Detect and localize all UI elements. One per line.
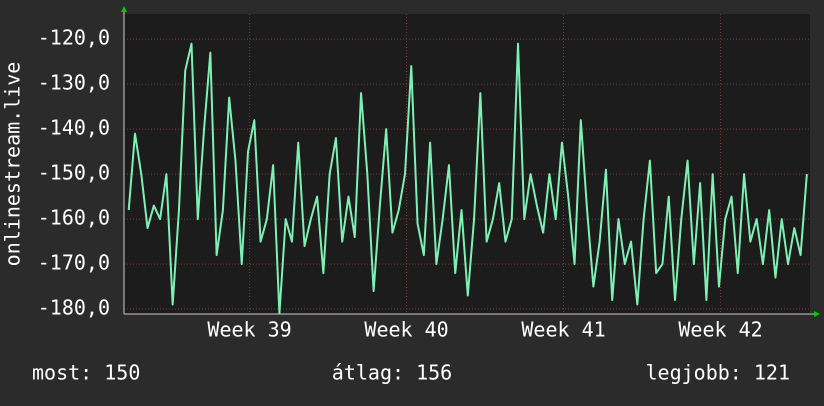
y-tick-label: -180,0 bbox=[38, 296, 110, 320]
y-tick-label: -130,0 bbox=[38, 71, 110, 95]
x-tick-label: Week 39 bbox=[207, 318, 291, 342]
y-tick-label: -160,0 bbox=[38, 206, 110, 230]
y-tick-label: -170,0 bbox=[38, 251, 110, 275]
y-tick-label: -120,0 bbox=[38, 26, 110, 50]
footer-best: legjobb: 121 bbox=[646, 361, 791, 385]
footer-current: most: 150 bbox=[32, 361, 140, 385]
data-line bbox=[127, 42, 808, 315]
y-axis-label: onlinestream.live bbox=[1, 62, 25, 267]
x-axis-arrow bbox=[814, 311, 820, 317]
footer-average: átlag: 156 bbox=[332, 361, 452, 385]
x-tick-label: Week 42 bbox=[678, 318, 762, 342]
x-tick-label: Week 41 bbox=[521, 318, 605, 342]
y-axis-arrow bbox=[121, 6, 127, 12]
x-tick-label: Week 40 bbox=[364, 318, 448, 342]
y-tick-label: -150,0 bbox=[38, 161, 110, 185]
y-tick-label: -140,0 bbox=[38, 116, 110, 140]
